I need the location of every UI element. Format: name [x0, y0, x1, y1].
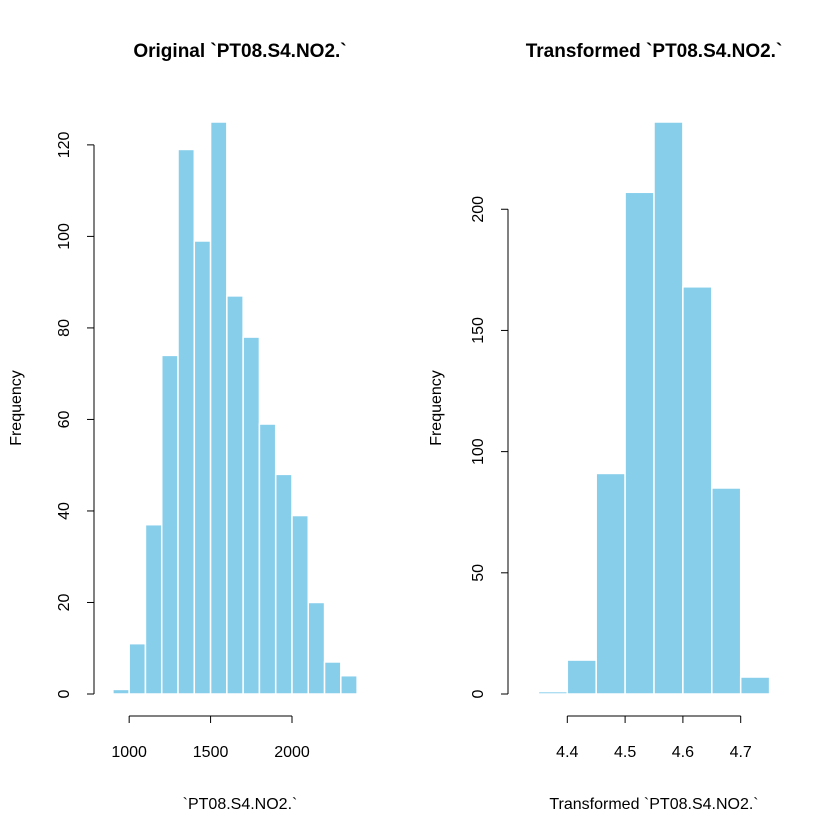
- x-axis: 4.4 4.5 4.6 4.7: [556, 715, 752, 761]
- y-tick-label: 150: [470, 317, 487, 344]
- x-tick-label: 1500: [193, 744, 229, 761]
- y-tick-label: 0: [56, 689, 73, 698]
- histogram-bar: [595, 472, 626, 695]
- histogram-bar: [274, 473, 293, 695]
- histogram-original: Original `PT08.S4.NO2.` 020406080100120 …: [8, 41, 358, 813]
- histogram-bar: [624, 191, 655, 695]
- chart-title: Transformed `PT08.S4.NO2.`: [526, 41, 783, 62]
- y-tick-label: 50: [470, 564, 487, 582]
- histogram-bar: [739, 676, 771, 695]
- histogram-bar: [711, 487, 742, 695]
- y-axis-label: Frequency: [428, 370, 445, 446]
- y-axis: 0 50 100 150 200: [470, 196, 509, 698]
- histogram-bar: [340, 674, 358, 695]
- bars: [112, 121, 358, 695]
- histogram-bar: [144, 523, 163, 695]
- histogram-bar: [128, 642, 147, 695]
- x-tick-label: 2000: [274, 744, 310, 761]
- y-tick-label: 100: [56, 223, 73, 250]
- histogram-bar: [226, 295, 244, 695]
- x-tick-label: 4.5: [614, 744, 636, 761]
- x-axis: 1000 1500 2000: [111, 715, 310, 761]
- y-tick-label: 0: [470, 689, 487, 698]
- y-axis: 0 20 40 60 80 100 120: [56, 131, 95, 698]
- x-axis-label: `PT08.S4.NO2.`: [183, 796, 298, 813]
- x-tick-label: 4.6: [672, 744, 694, 761]
- histogram-bar: [112, 688, 130, 695]
- histogram-bar: [193, 240, 212, 695]
- histogram-bar: [177, 148, 196, 695]
- histogram-bar: [209, 121, 228, 695]
- x-axis-label: Transformed `PT08.S4.NO2.`: [549, 796, 758, 813]
- x-tick-label: 1000: [111, 744, 147, 761]
- histogram-bar: [537, 690, 569, 695]
- histogram-bar: [682, 286, 713, 695]
- histogram-bar: [291, 514, 310, 695]
- y-tick-label: 60: [56, 410, 73, 428]
- y-tick-label: 100: [470, 438, 487, 465]
- y-axis-label: Frequency: [8, 370, 25, 446]
- chart-title: Original `PT08.S4.NO2.`: [133, 41, 346, 62]
- histogram-transformed: Transformed `PT08.S4.NO2.` 050100150200 …: [428, 41, 782, 813]
- y-tick-label: 80: [56, 319, 73, 337]
- histogram-bar: [566, 659, 597, 695]
- histogram-bar: [258, 423, 277, 695]
- histogram-bar: [160, 354, 179, 695]
- y-tick-label: 120: [56, 131, 73, 158]
- y-tick-label: 200: [470, 196, 487, 223]
- y-tick-label: 20: [56, 593, 73, 611]
- bars: [537, 121, 771, 695]
- x-tick-label: 4.7: [730, 744, 752, 761]
- histogram-bar: [242, 336, 261, 695]
- y-tick-label: 40: [56, 502, 73, 520]
- histogram-bar: [323, 661, 342, 695]
- histogram-bar: [653, 121, 684, 695]
- histogram-bar: [307, 601, 326, 695]
- x-tick-label: 4.4: [556, 744, 578, 761]
